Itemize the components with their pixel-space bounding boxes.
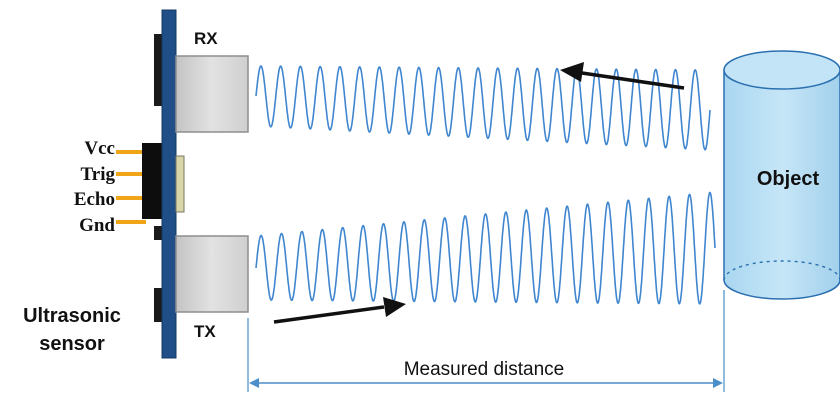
pin-vcc: [116, 150, 146, 154]
pin-trig: [116, 172, 146, 176]
header-pins: [116, 150, 146, 224]
pin-label-vcc: Vcc: [84, 138, 115, 159]
pin-label-gnd: Gnd: [79, 215, 115, 236]
sensor-board: [161, 9, 177, 359]
back-component-bottom: [154, 288, 163, 322]
back-component-small: [154, 226, 162, 240]
crystal-component: [175, 155, 185, 213]
back-component-top: [154, 34, 163, 106]
rx-label: RX: [194, 29, 218, 48]
transmitted-wave: [255, 191, 716, 305]
rx-transducer: [175, 55, 249, 133]
pin-label-trig: Trig: [81, 164, 116, 185]
cylinder-hidden-edge: [723, 260, 840, 281]
sensor-caption-line1: Ultrasonic: [23, 305, 121, 327]
measured-distance-dimension: [247, 290, 725, 392]
pin-echo: [116, 196, 146, 200]
transmit-direction-arrow: [273, 297, 406, 324]
pin-gnd: [116, 220, 146, 224]
distance-label: Measured distance: [404, 359, 565, 380]
tx-transducer: [175, 235, 249, 313]
sensor-caption-line2: sensor: [39, 333, 105, 355]
reflected-direction-arrow: [560, 62, 685, 90]
tx-label: TX: [194, 322, 216, 341]
cylinder-top: [723, 50, 840, 90]
pin-header-block: [142, 143, 162, 219]
reflected-wave: [255, 65, 711, 151]
object-label: Object: [757, 168, 820, 190]
object-cylinder: [723, 50, 840, 300]
pin-label-echo: Echo: [74, 189, 115, 210]
